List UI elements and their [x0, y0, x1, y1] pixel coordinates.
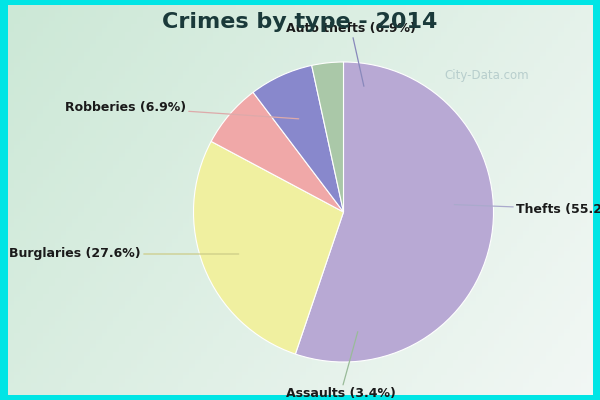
Wedge shape: [211, 92, 343, 212]
Wedge shape: [253, 66, 343, 212]
Text: Auto thefts (6.9%): Auto thefts (6.9%): [286, 22, 416, 86]
Text: Crimes by type - 2014: Crimes by type - 2014: [163, 12, 437, 32]
Wedge shape: [311, 62, 343, 212]
Text: Burglaries (27.6%): Burglaries (27.6%): [10, 248, 239, 260]
Wedge shape: [295, 62, 493, 362]
Text: Thefts (55.2%): Thefts (55.2%): [454, 202, 600, 216]
Text: City-Data.com: City-Data.com: [445, 69, 529, 82]
Wedge shape: [194, 141, 343, 354]
Text: Robberies (6.9%): Robberies (6.9%): [65, 100, 299, 119]
Text: Assaults (3.4%): Assaults (3.4%): [286, 332, 395, 400]
